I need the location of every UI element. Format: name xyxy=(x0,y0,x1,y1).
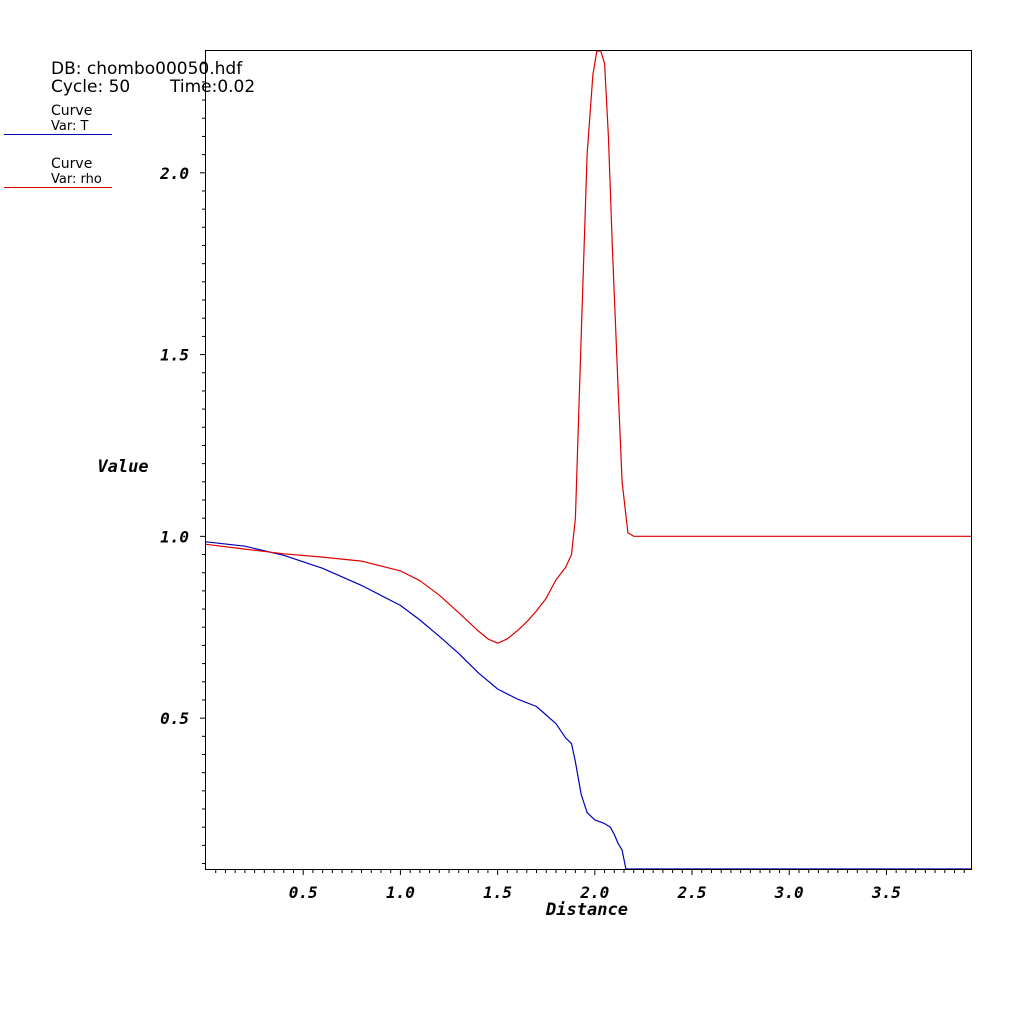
time-label: Time:0.02 xyxy=(170,77,256,97)
plot-frame xyxy=(205,50,972,870)
database-label: DB: chombo00050.hdf xyxy=(51,59,243,79)
x-tick-label: 2.0 xyxy=(579,883,609,902)
minor-ticks xyxy=(200,63,965,875)
legend-t-swatch xyxy=(4,134,112,135)
cycle-label: Cycle: 50 xyxy=(51,77,131,97)
x-tick-label: 2.5 xyxy=(677,883,707,902)
y-tick-label: 1.5 xyxy=(160,346,189,365)
series-line-T xyxy=(205,541,972,870)
legend-t-title: Curve xyxy=(51,103,93,119)
y-tick-label: 2.0 xyxy=(159,164,189,183)
legend-rho-swatch xyxy=(4,187,112,188)
x-tick-label: 3.0 xyxy=(774,883,804,902)
x-tick-label: 1.5 xyxy=(483,883,512,902)
legend-rho-title: Curve xyxy=(51,156,93,172)
y-tick-label: 1.0 xyxy=(160,527,189,546)
legend-rho-var: Var: rho xyxy=(51,172,102,187)
x-axis-title: Distance xyxy=(545,900,628,920)
series-line-rho xyxy=(205,50,972,644)
x-tick-label: 0.5 xyxy=(289,883,318,902)
x-tick-label: 1.0 xyxy=(386,883,415,902)
tick-labels: 0.5 1.0 1.5 2.0 2.5 3.0 3.5 0.5 1.0 1.5 2.0 xyxy=(159,164,901,902)
series-layer xyxy=(205,50,972,870)
y-axis-title: Value xyxy=(97,457,148,477)
legend-t-var: Var: T xyxy=(51,119,89,134)
x-tick-label: 3.5 xyxy=(871,883,901,902)
y-tick-label: 0.5 xyxy=(160,709,189,728)
